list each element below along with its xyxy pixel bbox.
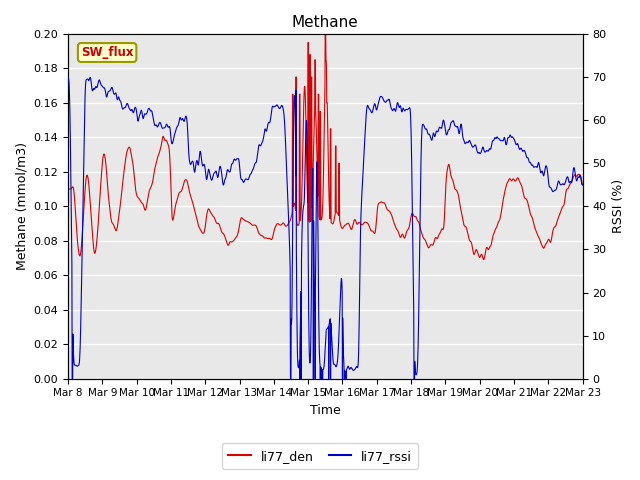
X-axis label: Time: Time bbox=[310, 404, 340, 417]
Legend: li77_den, li77_rssi: li77_den, li77_rssi bbox=[222, 444, 418, 469]
Text: SW_flux: SW_flux bbox=[81, 46, 133, 59]
Y-axis label: RSSI (%): RSSI (%) bbox=[612, 179, 625, 233]
Y-axis label: Methane (mmol/m3): Methane (mmol/m3) bbox=[15, 143, 28, 270]
Title: Methane: Methane bbox=[292, 15, 358, 30]
